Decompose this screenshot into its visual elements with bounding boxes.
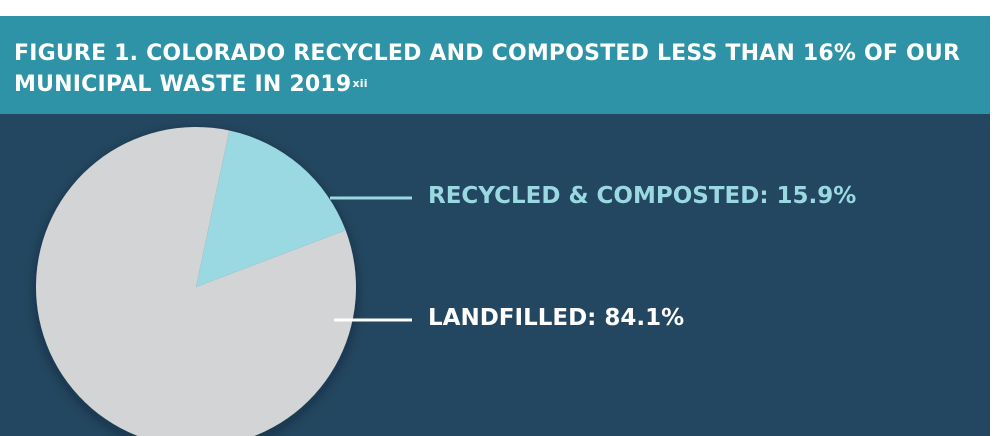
leader-lines: [330, 196, 412, 322]
figure-header: FIGURE 1. COLORADO RECYCLED AND COMPOSTE…: [0, 16, 990, 114]
pie-slice-0: [196, 130, 346, 287]
figure-title-footnote: xii: [352, 77, 368, 90]
pie-slices: [36, 127, 356, 436]
slice-label-0: RECYCLED & COMPOSTED: 15.9%: [428, 183, 857, 209]
chart-panel: RECYCLED & COMPOSTED: 15.9% LANDFILLED: 8…: [0, 114, 990, 436]
slice-label-1: LANDFILLED: 84.1%: [428, 305, 685, 331]
pie-slice-1: [36, 127, 356, 436]
figure-title: FIGURE 1. COLORADO RECYCLED AND COMPOSTE…: [14, 38, 974, 100]
figure-title-text: FIGURE 1. COLORADO RECYCLED AND COMPOSTE…: [14, 41, 961, 97]
pie-chart: [36, 127, 412, 436]
